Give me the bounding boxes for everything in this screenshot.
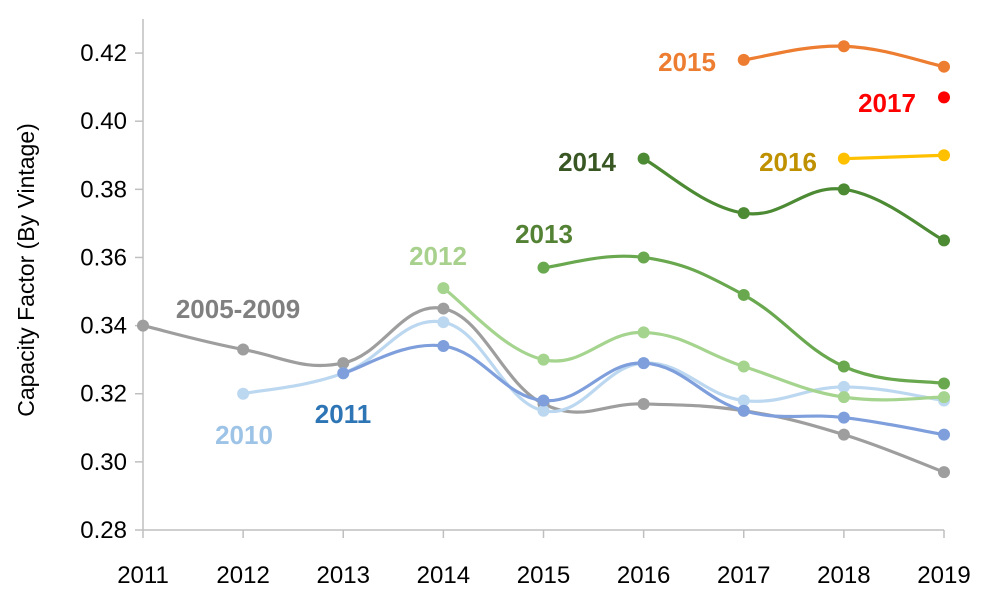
data-point-2010 <box>737 394 750 407</box>
data-point-2011 <box>337 367 350 380</box>
series-labels: 2005-2009 2010 2011 2012 2013 2014 2015 2016 201… <box>176 47 916 450</box>
series-line-2012 <box>441 286 946 402</box>
data-point-2013 <box>537 261 550 274</box>
data-point-2015 <box>737 53 750 66</box>
data-point-2012 <box>637 326 650 339</box>
data-point-2011 <box>837 411 850 424</box>
y-tick-label: 0.38 <box>80 176 127 203</box>
series-label-2017: 2017 <box>858 88 916 118</box>
x-tick-label: 2016 <box>617 562 670 589</box>
x-axis-ticks: 2011 2012 2013 2014 2015 2016 2017 2018 2019 <box>117 530 971 589</box>
data-point-2005-2009 <box>437 302 450 315</box>
series-label-2011: 2011 <box>315 399 371 429</box>
data-point-2005-2009 <box>137 319 149 332</box>
series-label-2005-2009: 2005-2009 <box>176 294 300 324</box>
series-lines <box>137 40 950 479</box>
data-point-2010 <box>237 387 250 400</box>
data-point-2015 <box>938 60 950 73</box>
data-point-2005-2009 <box>337 357 350 370</box>
series-label-2010: 2010 <box>215 420 273 450</box>
data-point-2012 <box>437 282 450 295</box>
data-point-2017 <box>938 91 950 104</box>
data-point-2011 <box>437 340 450 353</box>
series-label-2012: 2012 <box>409 241 467 271</box>
y-axis-label: Capacity Factor (By Vintage) <box>13 123 39 417</box>
y-axis-ticks: 0.28 0.30 0.32 0.34 0.36 0.38 0.40 0.42 <box>80 40 143 544</box>
data-point-2005-2009 <box>837 428 850 441</box>
data-point-2013 <box>737 288 750 301</box>
series-label-2014: 2014 <box>558 147 616 177</box>
data-point-2014 <box>938 234 950 247</box>
series-line-2014 <box>642 157 946 243</box>
series-2016 <box>837 149 950 165</box>
x-tick-label: 2013 <box>317 562 370 589</box>
data-point-2013 <box>837 360 850 373</box>
data-point-2014 <box>637 152 650 165</box>
x-tick-label: 2019 <box>917 562 970 589</box>
data-point-2005-2009 <box>237 343 250 356</box>
data-point-2012 <box>837 391 850 404</box>
data-point-2012 <box>737 360 750 373</box>
y-tick-label: 0.34 <box>80 313 127 340</box>
x-tick-label: 2015 <box>517 562 570 589</box>
data-point-2011 <box>938 428 950 441</box>
series-line-2016 <box>842 153 946 161</box>
series-label-2015: 2015 <box>658 47 716 77</box>
series-2011 <box>337 340 950 441</box>
series-2015 <box>737 40 950 73</box>
data-point-2014 <box>837 183 850 196</box>
y-tick-label: 0.30 <box>80 449 127 476</box>
data-point-2011 <box>737 404 750 417</box>
x-tick-label: 2012 <box>216 562 269 589</box>
data-point-2011 <box>637 357 650 370</box>
data-point-2014 <box>737 207 750 220</box>
data-point-2011 <box>537 394 550 407</box>
data-point-2016 <box>837 152 850 165</box>
y-tick-label: 0.28 <box>80 517 127 544</box>
y-tick-label: 0.32 <box>80 381 127 408</box>
data-point-2012 <box>537 353 550 366</box>
data-point-2013 <box>938 377 950 390</box>
data-point-2010 <box>537 404 550 417</box>
series-label-2013: 2013 <box>515 219 573 249</box>
data-point-2005-2009 <box>637 397 650 410</box>
x-tick-label: 2014 <box>417 562 470 589</box>
data-point-2016 <box>938 149 950 162</box>
series-2013 <box>537 251 950 390</box>
y-tick-label: 0.40 <box>80 108 127 135</box>
data-point-2010 <box>837 380 850 393</box>
axes <box>142 19 944 531</box>
series-2017 <box>938 91 950 104</box>
data-point-2012 <box>938 391 950 404</box>
data-point-2005-2009 <box>938 466 950 479</box>
data-point-2013 <box>637 251 650 264</box>
x-tick-label: 2017 <box>717 562 770 589</box>
data-point-2015 <box>837 40 850 53</box>
series-2014 <box>637 152 950 247</box>
y-tick-label: 0.36 <box>80 244 127 271</box>
y-tick-label: 0.42 <box>80 40 127 67</box>
series-2012 <box>437 282 950 404</box>
x-tick-label: 2018 <box>817 562 870 589</box>
x-tick-label: 2011 <box>117 562 169 589</box>
data-point-2010 <box>437 316 450 329</box>
series-label-2016: 2016 <box>759 147 817 177</box>
